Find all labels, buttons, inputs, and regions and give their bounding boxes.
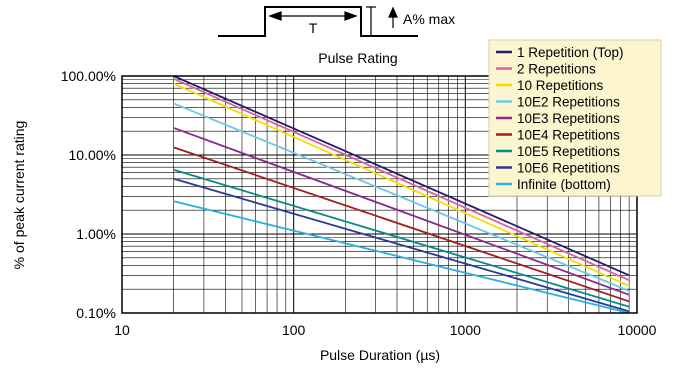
pulse-waveform	[218, 6, 418, 37]
legend-label: 2 Repetitions	[517, 62, 596, 77]
legend-label: 1 Repetition (Top)	[517, 45, 624, 60]
legend-label: Infinite (bottom)	[517, 177, 611, 192]
y-tick-label: 0.10%	[76, 305, 116, 321]
y-tick-label: 1.00%	[76, 226, 116, 242]
y-tick-label: 100.00%	[61, 68, 116, 84]
series-lines	[173, 75, 630, 314]
series-line	[173, 82, 630, 287]
legend-label: 10E4 Repetitions	[517, 128, 620, 143]
y-axis-label: % of peak current rating	[11, 121, 27, 270]
pulse-amplitude-arrow	[366, 6, 398, 37]
legend-label: 10E6 Repetitions	[517, 161, 620, 176]
pulse-diagram	[218, 6, 418, 37]
x-tick-label: 100	[282, 322, 306, 338]
legend-label: 10E5 Repetitions	[517, 144, 620, 159]
pulse-amplitude-label: A% max	[403, 11, 455, 27]
x-tick-label: 10	[114, 322, 130, 338]
series-line	[173, 200, 630, 314]
x-tick-label: 1000	[450, 322, 481, 338]
pulse-width-arrow	[268, 11, 358, 21]
series-line	[173, 146, 630, 303]
legend-box	[488, 39, 662, 197]
series-line	[173, 177, 630, 313]
x-axis-label: Pulse Duration (µs)	[320, 347, 440, 363]
x-tick-label: 10000	[618, 322, 657, 338]
series-line	[173, 75, 630, 277]
chart-title: Pulse Rating	[318, 50, 397, 66]
y-tick-labels: 0.10% 1.00% 10.00% 100.00%	[61, 68, 116, 321]
series-line	[173, 102, 630, 292]
x-tick-labels: 10 100 1000 10000	[114, 322, 656, 338]
legend-label: 10E3 Repetitions	[517, 111, 620, 126]
pulse-width-label: T	[309, 20, 318, 36]
legend-label: 10 Repetitions	[517, 78, 604, 93]
legend-label: 10E2 Repetitions	[517, 95, 620, 110]
series-line	[173, 78, 630, 282]
y-tick-label: 10.00%	[69, 147, 116, 163]
series-line	[173, 127, 630, 296]
series-line	[173, 168, 630, 308]
